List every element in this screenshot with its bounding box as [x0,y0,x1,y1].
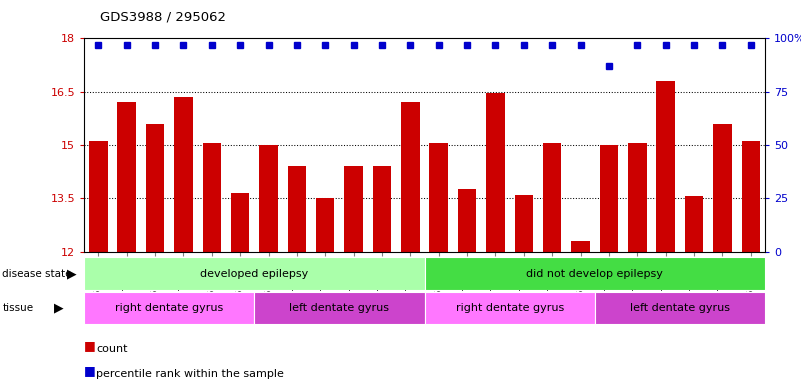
Bar [316,198,335,252]
Bar [571,241,590,252]
Bar [429,143,448,252]
Text: right dentate gyrus: right dentate gyrus [115,303,223,313]
Bar [425,257,765,290]
Bar [685,197,703,252]
Bar [118,103,136,252]
Bar [486,93,505,252]
Bar [628,143,646,252]
Bar [84,257,425,290]
Text: left dentate gyrus: left dentate gyrus [289,303,389,313]
Text: developed epilepsy: developed epilepsy [200,268,308,279]
Bar [657,81,675,252]
Bar [174,97,192,252]
Bar [594,292,765,324]
Bar [288,166,306,252]
Text: count: count [96,344,127,354]
Bar [203,143,221,252]
Bar [84,292,255,324]
Text: GDS3988 / 295062: GDS3988 / 295062 [100,10,226,23]
Bar [231,193,249,252]
Bar [514,195,533,252]
Bar [344,166,363,252]
Bar [260,145,278,252]
Bar [89,141,107,252]
Text: percentile rank within the sample: percentile rank within the sample [96,369,284,379]
Text: ■: ■ [84,339,96,353]
Text: ■: ■ [84,364,96,377]
Bar [425,292,594,324]
Bar [458,189,477,252]
Bar [543,143,562,252]
Bar [742,141,760,252]
Bar [255,292,425,324]
Text: left dentate gyrus: left dentate gyrus [630,303,730,313]
Text: ▶: ▶ [54,302,63,314]
Bar [401,103,420,252]
Bar [713,124,731,252]
Text: did not develop epilepsy: did not develop epilepsy [526,268,663,279]
Text: disease state: disease state [2,268,72,279]
Text: tissue: tissue [2,303,34,313]
Text: right dentate gyrus: right dentate gyrus [456,303,564,313]
Bar [146,124,164,252]
Bar [600,145,618,252]
Bar [372,166,391,252]
Text: ▶: ▶ [66,267,76,280]
